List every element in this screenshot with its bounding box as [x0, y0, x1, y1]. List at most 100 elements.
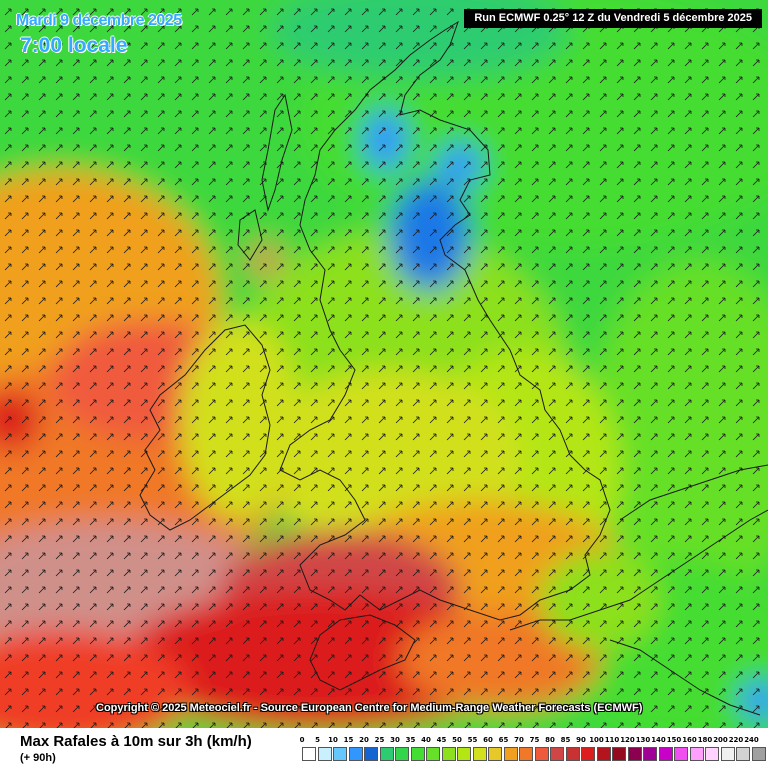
wind-arrow — [174, 416, 182, 424]
wind-arrow — [310, 212, 318, 220]
wind-arrow — [582, 467, 590, 475]
wind-arrow — [106, 467, 114, 475]
wind-arrow — [140, 263, 148, 271]
wind-arrow — [106, 161, 114, 169]
wind-arrow — [276, 93, 284, 101]
wind-arrow — [361, 501, 369, 509]
wind-arrow — [310, 195, 318, 203]
wind-arrow — [531, 433, 539, 441]
wind-arrow — [89, 671, 97, 679]
wind-arrow — [650, 178, 658, 186]
wind-arrow — [633, 518, 641, 526]
wind-arrow — [361, 637, 369, 645]
wind-arrow — [650, 93, 658, 101]
wind-arrow — [21, 569, 29, 577]
wind-arrow — [718, 484, 726, 492]
legend-swatch — [658, 747, 673, 761]
wind-arrow — [752, 484, 760, 492]
wind-arrow — [89, 314, 97, 322]
wind-arrow — [55, 416, 63, 424]
wind-arrow — [514, 365, 522, 373]
wind-arrow — [463, 586, 471, 594]
wind-arrow — [242, 654, 250, 662]
wind-arrow — [531, 637, 539, 645]
wind-arrow — [514, 382, 522, 390]
wind-arrow — [633, 178, 641, 186]
wind-arrow — [650, 620, 658, 628]
wind-arrow — [242, 178, 250, 186]
wind-arrow — [565, 450, 573, 458]
wind-arrow — [446, 59, 454, 67]
wind-arrow — [106, 246, 114, 254]
wind-arrow — [718, 42, 726, 50]
wind-arrow — [753, 722, 760, 728]
wind-arrow — [72, 144, 80, 152]
wind-arrow — [463, 705, 471, 713]
wind-arrow — [344, 416, 352, 424]
wind-arrow — [4, 484, 12, 492]
wind-arrow — [259, 365, 267, 373]
wind-arrow — [55, 25, 63, 33]
wind-arrow — [684, 382, 692, 390]
wind-arrow — [140, 297, 148, 305]
wind-arrow — [735, 654, 743, 662]
wind-arrow — [412, 433, 420, 441]
wind-arrow — [463, 348, 471, 356]
wind-arrow — [293, 399, 301, 407]
wind-arrow — [225, 569, 233, 577]
wind-arrow — [106, 705, 114, 713]
wind-arrow — [463, 195, 471, 203]
wind-arrow — [395, 399, 403, 407]
wind-arrow — [446, 382, 454, 390]
wind-arrow — [463, 42, 471, 50]
wind-arrow — [497, 586, 505, 594]
wind-arrow — [242, 246, 250, 254]
wind-arrow — [498, 722, 505, 728]
wind-arrow — [718, 688, 726, 696]
wind-arrow — [429, 348, 437, 356]
wind-arrow — [702, 722, 709, 728]
wind-arrow — [446, 484, 454, 492]
wind-arrow — [446, 212, 454, 220]
wind-arrow — [480, 246, 488, 254]
wind-arrow — [191, 501, 199, 509]
wind-arrow — [684, 603, 692, 611]
wind-arrow — [531, 688, 539, 696]
wind-arrow — [582, 552, 590, 560]
wind-arrow — [395, 8, 403, 16]
wind-arrow — [242, 399, 250, 407]
wind-arrow — [429, 212, 437, 220]
wind-arrow — [735, 382, 743, 390]
wind-arrow — [174, 297, 182, 305]
wind-arrow — [361, 263, 369, 271]
wind-arrow — [480, 552, 488, 560]
wind-arrow — [259, 467, 267, 475]
wind-arrow — [293, 535, 301, 543]
wind-arrow — [192, 722, 199, 728]
wind-arrow — [616, 161, 624, 169]
wind-arrow — [327, 620, 335, 628]
wind-arrow — [378, 178, 386, 186]
wind-arrow — [395, 144, 403, 152]
wind-arrow — [259, 620, 267, 628]
wind-arrow — [243, 722, 250, 728]
wind-arrow — [38, 280, 46, 288]
wind-arrow — [599, 246, 607, 254]
wind-arrow — [259, 93, 267, 101]
wind-arrow — [446, 161, 454, 169]
wind-arrow — [4, 535, 12, 543]
wind-arrow — [55, 586, 63, 594]
wind-arrow — [684, 518, 692, 526]
wind-arrow — [21, 535, 29, 543]
wind-arrow — [565, 229, 573, 237]
wind-arrow — [514, 59, 522, 67]
wind-arrow — [89, 263, 97, 271]
wind-arrow — [616, 110, 624, 118]
wind-arrow — [276, 161, 284, 169]
wind-arrow — [361, 705, 369, 713]
wind-arrow — [548, 161, 556, 169]
wind-arrow — [140, 59, 148, 67]
wind-arrow — [21, 8, 29, 16]
wind-arrow — [429, 484, 437, 492]
wind-arrow — [514, 586, 522, 594]
